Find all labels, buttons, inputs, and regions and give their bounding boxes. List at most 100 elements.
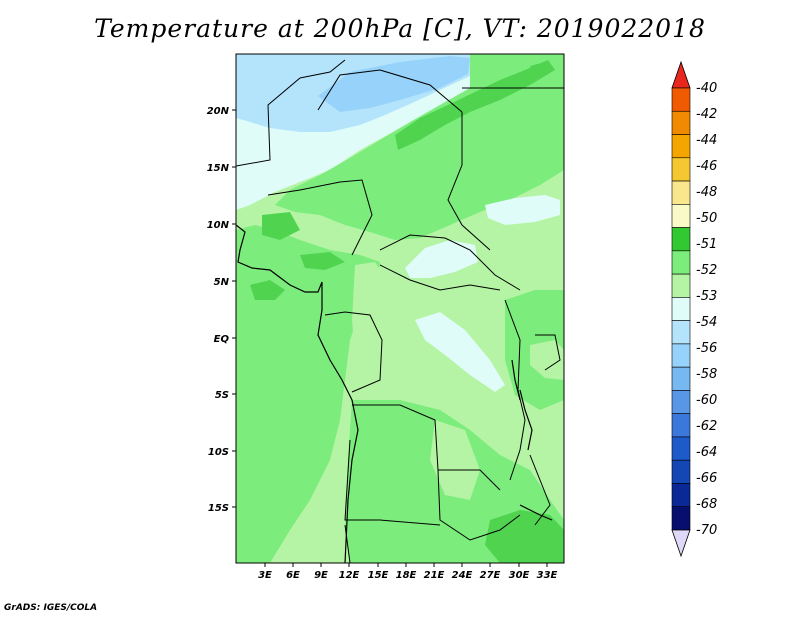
colorbar-label: -60 bbox=[696, 393, 717, 408]
colorbar-cell bbox=[671, 250, 691, 275]
colorbar-label: -50 bbox=[696, 211, 717, 226]
lon-label-15e: 15E bbox=[368, 570, 389, 581]
field-region-53-east bbox=[530, 340, 564, 380]
border-south bbox=[344, 524, 351, 563]
lon-label-30e: 30E bbox=[509, 570, 530, 581]
border-east-lakes bbox=[535, 334, 561, 371]
colorbar-cell bbox=[671, 180, 691, 205]
field-region-58 bbox=[318, 56, 470, 112]
field-region-56-b bbox=[236, 66, 340, 98]
colorbar-label: -51 bbox=[696, 237, 717, 252]
lat-label-20n: 20N bbox=[207, 106, 230, 117]
colorbar-label: -68 bbox=[696, 497, 717, 512]
colorbar-cell bbox=[671, 204, 691, 228]
lat-label-eq: EQ bbox=[214, 334, 230, 345]
colorbar-label: -42 bbox=[696, 107, 717, 122]
colorbar-cell bbox=[671, 413, 691, 438]
coastline bbox=[236, 224, 553, 563]
border-drc-angola bbox=[352, 404, 501, 491]
colorbar-cell bbox=[671, 87, 691, 112]
field-region-51-dot bbox=[530, 62, 548, 76]
field-region-54-central bbox=[405, 240, 478, 278]
map-frame bbox=[235, 53, 565, 564]
colorbar-label: -70 bbox=[696, 523, 717, 538]
colorbar-cell bbox=[671, 483, 691, 508]
border-car-drc bbox=[379, 264, 501, 291]
lon-label-3e: 3E bbox=[258, 570, 272, 581]
border-angola-south bbox=[344, 439, 441, 526]
border-northwest bbox=[236, 59, 346, 167]
colorbar-label: -48 bbox=[696, 185, 717, 200]
colorbar-label: -66 bbox=[696, 471, 717, 486]
border-drc-east bbox=[504, 299, 526, 481]
border-congo bbox=[324, 311, 383, 393]
colorbar-label: -40 bbox=[696, 81, 717, 96]
field-region-54-finger bbox=[415, 312, 505, 392]
lon-label-9e: 9E bbox=[314, 570, 328, 581]
colorbar-label: -54 bbox=[696, 315, 717, 330]
colorbar-cell bbox=[671, 390, 691, 414]
colorbar-bottom-arrow bbox=[671, 529, 691, 558]
lat-label-15s: 15S bbox=[208, 503, 229, 514]
colorbar-cell bbox=[671, 320, 691, 345]
coast-west-africa bbox=[236, 224, 359, 563]
field-region-51-west-b bbox=[300, 252, 345, 270]
colorbar-cell bbox=[671, 506, 691, 531]
field-region-52-west bbox=[236, 225, 380, 563]
colorbar-label: -53 bbox=[696, 289, 717, 304]
field-region-53-inland bbox=[352, 262, 395, 360]
colorbar-label: -56 bbox=[696, 341, 717, 356]
field-region-54-east bbox=[485, 195, 560, 225]
colorbar-cell bbox=[671, 436, 691, 461]
border-niger-chad bbox=[317, 69, 463, 113]
lat-label-10s: 10S bbox=[208, 447, 229, 458]
coast-lake-b bbox=[511, 359, 521, 401]
country-borders bbox=[236, 59, 564, 563]
field-region-51-west-a bbox=[250, 280, 285, 300]
lon-label-21e: 21E bbox=[424, 570, 445, 581]
colorbar-label: -44 bbox=[696, 133, 717, 148]
colorbar-top-arrow bbox=[671, 60, 691, 89]
lat-label-5s: 5S bbox=[215, 390, 229, 401]
colorbar-labels: -40 -42 -44 -46 -48 -50 -51 -52 -53 -54 -56 -58 -60 -… bbox=[696, 81, 717, 538]
field-region-53-south bbox=[430, 420, 480, 500]
border-zambia bbox=[437, 469, 521, 541]
colorbar-cell bbox=[671, 366, 691, 391]
colorbar-label: -64 bbox=[696, 445, 717, 460]
border-cameroon-car bbox=[379, 234, 521, 291]
colorbar-cell bbox=[671, 227, 691, 252]
border-nigeria-cameroon bbox=[267, 179, 373, 256]
temperature-field bbox=[236, 54, 564, 563]
lon-label-27e: 27E bbox=[480, 570, 501, 581]
map-title: Temperature at 200hPa [C], VT: 201902201… bbox=[94, 14, 706, 43]
colorbar-cell bbox=[671, 134, 691, 159]
lon-label-24e: 24E bbox=[452, 570, 473, 581]
border-east-2 bbox=[529, 454, 551, 526]
colorbar-cell bbox=[671, 273, 691, 298]
lat-label-10n: 10N bbox=[207, 220, 230, 231]
colorbar-cell bbox=[671, 110, 691, 135]
lon-label-12e: 12E bbox=[339, 570, 360, 581]
coast-lake-c bbox=[519, 504, 553, 521]
colorbar-label: -62 bbox=[696, 419, 717, 434]
field-region-51-streak bbox=[395, 60, 555, 150]
colorbar-cell bbox=[671, 157, 691, 182]
colorbar: -40 -42 -44 -46 -48 -50 -51 -52 -53 -54 -56 -58 -60 -… bbox=[671, 60, 717, 558]
lon-label-33e: 33E bbox=[537, 570, 558, 581]
colorbar-label: -52 bbox=[696, 263, 717, 278]
coast-lake-a bbox=[519, 389, 533, 451]
colorbar-cell bbox=[671, 297, 691, 321]
lon-label-6e: 6E bbox=[286, 570, 300, 581]
lon-label-18e: 18E bbox=[396, 570, 417, 581]
colorbar-cells bbox=[671, 87, 691, 531]
colorbar-label: -58 bbox=[696, 367, 717, 382]
lat-label-15n: 15N bbox=[207, 163, 230, 174]
border-chad-sudan bbox=[447, 112, 491, 251]
lat-label-5n: 5N bbox=[214, 277, 230, 288]
colorbar-label: -46 bbox=[696, 159, 717, 174]
colorbar-cell bbox=[671, 343, 691, 368]
lon-axis bbox=[264, 563, 548, 567]
field-region-51-west-c bbox=[262, 212, 300, 240]
colorbar-cell bbox=[671, 459, 691, 484]
